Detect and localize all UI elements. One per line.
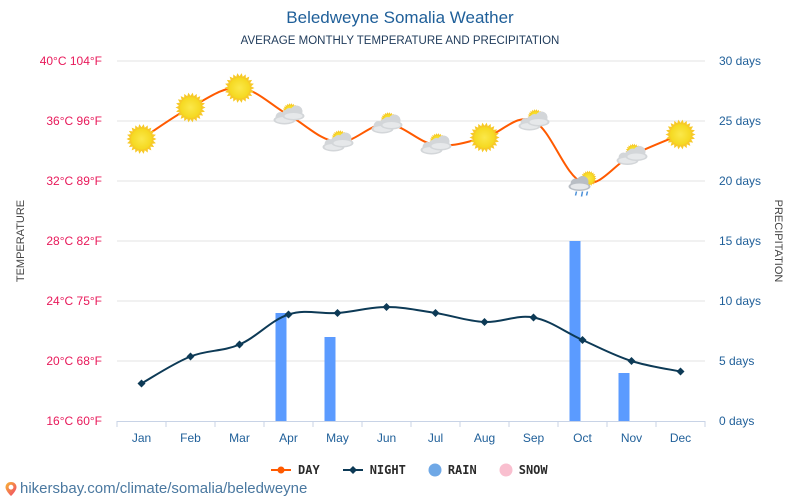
month-label: Oct xyxy=(573,431,592,445)
partly-cloudy-icon xyxy=(273,103,305,125)
night-point[interactable] xyxy=(235,340,244,349)
left-tick-label: 40°C 104°F xyxy=(40,54,102,68)
left-axis: 40°C 104°F 36°C 96°F 32°C 89°F 28°C 82°F 24°… xyxy=(40,54,102,428)
sun-icon xyxy=(126,124,157,154)
month-label: Apr xyxy=(279,431,298,445)
night-point[interactable] xyxy=(529,313,538,322)
partly-cloudy-icon xyxy=(420,133,452,155)
legend-day[interactable]: DAY xyxy=(270,463,320,477)
night-series xyxy=(137,303,685,388)
right-tick-label: 25 days xyxy=(719,114,761,128)
left-tick-label: 16°C 60°F xyxy=(46,414,102,428)
chart-title: Beledweyne Somalia Weather xyxy=(286,8,514,27)
night-point[interactable] xyxy=(431,309,440,317)
right-tick-label: 10 days xyxy=(719,294,761,308)
right-tick-label: 0 days xyxy=(719,414,754,428)
right-tick-label: 20 days xyxy=(719,174,761,188)
sun-icon xyxy=(665,119,696,150)
night-point[interactable] xyxy=(137,379,146,388)
left-tick-label: 32°C 89°F xyxy=(46,174,102,188)
sun-icon xyxy=(224,73,255,103)
month-label: Nov xyxy=(621,431,642,445)
night-point[interactable] xyxy=(333,309,342,317)
legend-day-label: DAY xyxy=(298,463,320,477)
rain-cloud-icon xyxy=(568,170,597,197)
right-tick-label: 5 days xyxy=(719,354,754,368)
month-label: Feb xyxy=(180,431,201,445)
right-tick-label: 15 days xyxy=(719,234,761,248)
chart-subtitle: AVERAGE MONTHLY TEMPERATURE AND PRECIPIT… xyxy=(240,35,560,47)
x-axis: Jan Feb Mar Apr May Jun Jul Aug Sep Oct Nov Dec xyxy=(116,421,706,445)
legend-night-label: NIGHT xyxy=(369,463,406,477)
month-label: May xyxy=(326,431,349,445)
night-line xyxy=(141,305,681,385)
left-tick-label: 20°C 68°F xyxy=(46,354,102,368)
month-label: Sep xyxy=(523,431,545,445)
month-label: Dec xyxy=(670,431,691,445)
right-tick-label: 30 days xyxy=(719,54,761,68)
legend-snow[interactable]: SNOW xyxy=(499,463,548,477)
rain-dot-icon xyxy=(428,463,442,477)
night-point[interactable] xyxy=(382,303,391,311)
weather-icons xyxy=(126,73,696,197)
legend-snow-label: SNOW xyxy=(518,463,548,477)
day-line xyxy=(140,86,681,185)
partly-cloudy-icon xyxy=(371,112,403,134)
legend: DAY NIGHT RAIN SNOW xyxy=(270,463,548,477)
month-label: Aug xyxy=(474,431,495,445)
rain-bar[interactable] xyxy=(324,337,336,421)
left-axis-title: TEMPERATURE xyxy=(15,200,27,282)
legend-night[interactable]: NIGHT xyxy=(342,463,406,477)
sun-icon xyxy=(469,122,500,153)
source-link[interactable]: hikersbay.com/climate/somalia/beledweyne xyxy=(4,480,307,497)
grid-lines xyxy=(117,60,705,362)
right-axis: 30 days 25 days 20 days 15 days 10 days 5 day… xyxy=(719,54,761,428)
source-url[interactable]: hikersbay.com/climate/somalia/beledweyne xyxy=(20,480,308,497)
month-label: Mar xyxy=(229,431,250,445)
night-point[interactable] xyxy=(578,336,587,344)
month-label: Jan xyxy=(132,431,151,445)
partly-cloudy-icon xyxy=(616,143,648,165)
night-point[interactable] xyxy=(627,357,636,365)
month-label: Jul xyxy=(428,431,443,445)
left-tick-label: 24°C 75°F xyxy=(46,294,102,308)
left-tick-label: 28°C 82°F xyxy=(46,234,102,248)
day-series xyxy=(140,86,681,185)
rain-bars xyxy=(275,241,630,421)
legend-rain[interactable]: RAIN xyxy=(428,463,477,477)
rain-bar[interactable] xyxy=(618,373,630,421)
rain-bar[interactable] xyxy=(569,241,581,421)
night-line-icon xyxy=(342,466,363,474)
night-point[interactable] xyxy=(480,318,489,326)
sun-icon xyxy=(175,92,206,123)
night-point[interactable] xyxy=(676,367,685,376)
month-label: Jun xyxy=(377,431,396,445)
weather-chart: 40°C 104°F 36°C 96°F 32°C 89°F 28°C 82°F 24°… xyxy=(15,54,784,445)
snow-dot-icon xyxy=(499,463,513,477)
rain-bar[interactable] xyxy=(275,313,287,421)
partly-cloudy-icon xyxy=(518,109,550,131)
partly-cloudy-icon xyxy=(322,130,354,152)
night-point[interactable] xyxy=(284,310,293,319)
night-point[interactable] xyxy=(186,352,195,361)
left-tick-label: 36°C 96°F xyxy=(46,114,102,128)
day-line-icon xyxy=(271,466,291,474)
legend-rain-label: RAIN xyxy=(447,463,477,477)
right-axis-title: PRECIPITATION xyxy=(772,200,784,283)
map-pin-icon xyxy=(5,481,17,496)
